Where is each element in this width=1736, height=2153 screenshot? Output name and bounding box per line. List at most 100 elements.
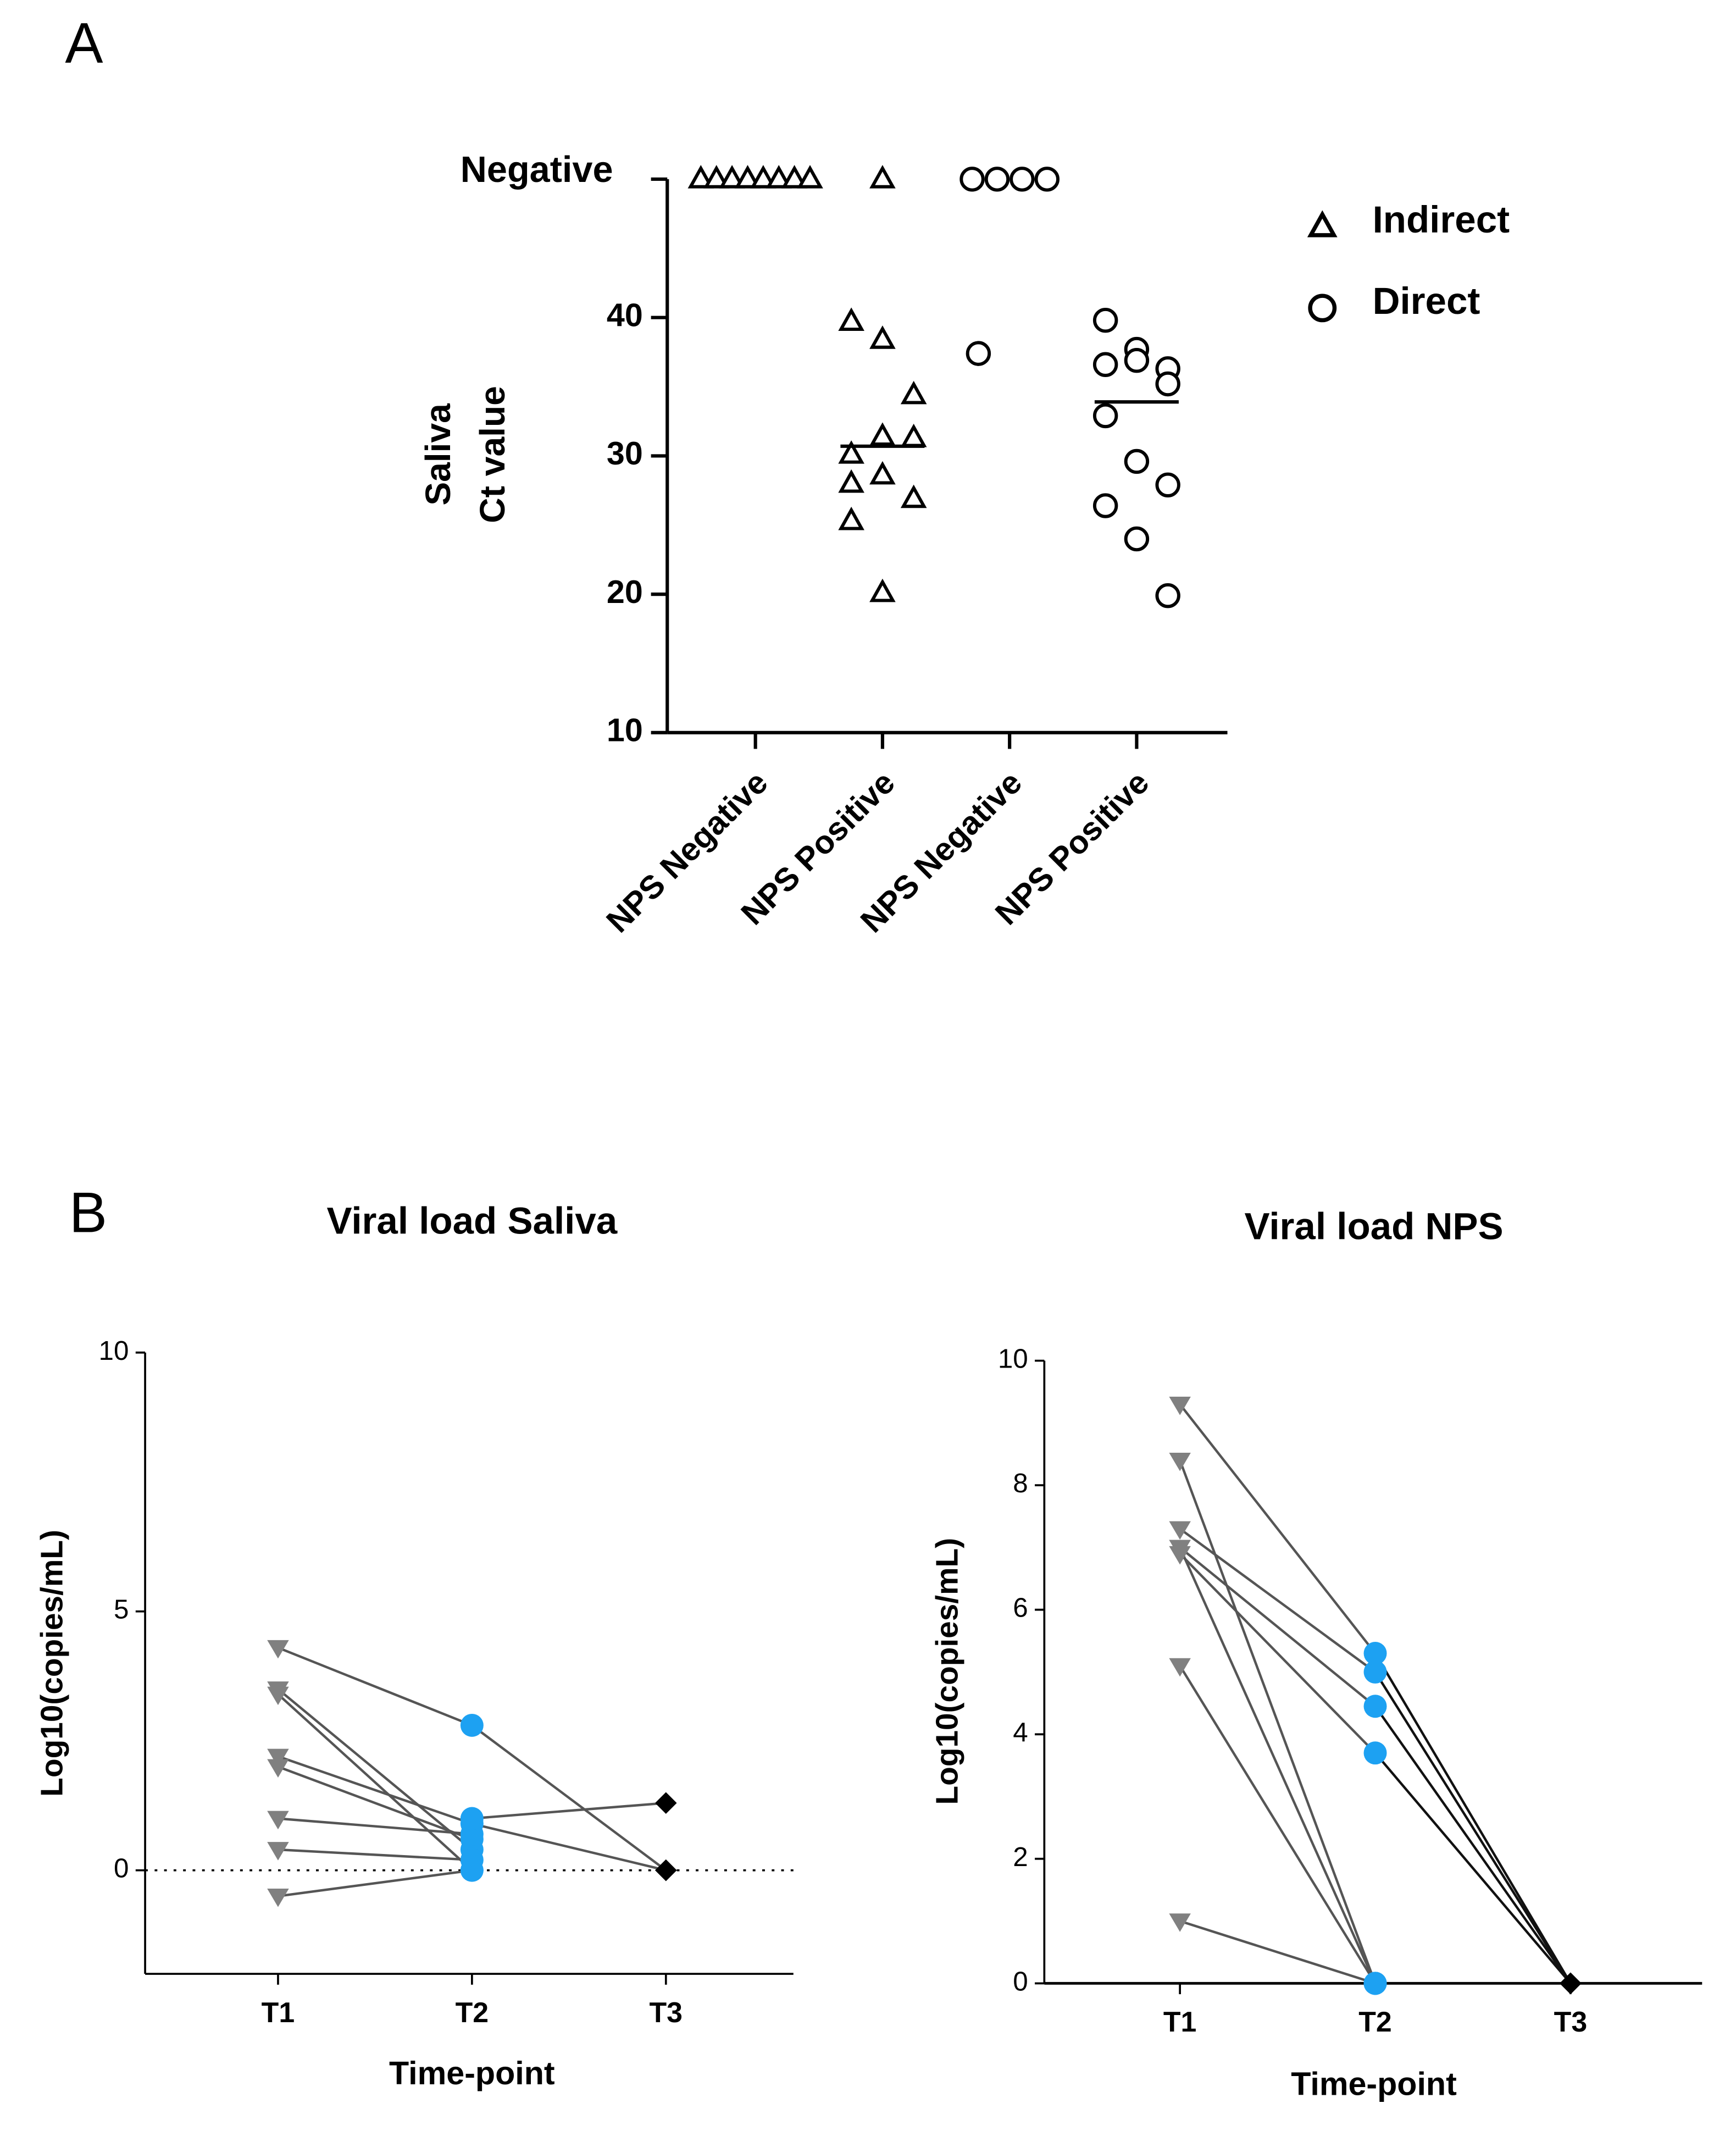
y-tick-label: 8 bbox=[1013, 1468, 1028, 1498]
data-point bbox=[1010, 167, 1035, 192]
data-point bbox=[1169, 1658, 1191, 1677]
series-line bbox=[472, 1802, 666, 1820]
series-line bbox=[1179, 1553, 1377, 1754]
data-point bbox=[1124, 449, 1150, 474]
series-line bbox=[1374, 1671, 1572, 1984]
data-point bbox=[1092, 308, 1118, 333]
series-line bbox=[471, 1724, 667, 1872]
series-line bbox=[1374, 1705, 1572, 1984]
data-point bbox=[267, 1640, 289, 1659]
data-point bbox=[1363, 1695, 1387, 1718]
series-line bbox=[1179, 1665, 1377, 1984]
y-tick-label: Negative bbox=[461, 150, 613, 190]
data-point bbox=[734, 165, 761, 189]
y-tick-label: 10 bbox=[99, 1336, 129, 1366]
data-point bbox=[1034, 167, 1060, 192]
y-tick-label: 10 bbox=[607, 712, 643, 749]
data-point bbox=[460, 1807, 484, 1830]
data-point bbox=[267, 1811, 289, 1830]
panel-label: B bbox=[69, 1180, 107, 1244]
data-point bbox=[1560, 1972, 1582, 1995]
y-tick-label: 0 bbox=[114, 1853, 129, 1884]
series-line bbox=[277, 1688, 473, 1851]
data-point bbox=[267, 1759, 289, 1778]
legend-marker bbox=[1307, 210, 1338, 237]
x-axis-label: Time-point bbox=[1291, 2066, 1457, 2102]
series-line bbox=[472, 1822, 667, 1872]
data-point bbox=[1155, 583, 1180, 608]
x-tick-label: T3 bbox=[1554, 2006, 1587, 2038]
series-line bbox=[1374, 1652, 1572, 1984]
data-point bbox=[267, 1842, 289, 1861]
series-line bbox=[1179, 1547, 1377, 1984]
series-line bbox=[277, 1693, 473, 1872]
data-point bbox=[838, 307, 864, 331]
data-point bbox=[1363, 1741, 1387, 1765]
data-point bbox=[687, 165, 714, 189]
series-line bbox=[278, 1848, 472, 1862]
data-point bbox=[1363, 1660, 1387, 1684]
legend-label: Direct bbox=[1373, 279, 1480, 322]
x-tick-label: T1 bbox=[262, 1996, 295, 2028]
data-point bbox=[267, 1748, 289, 1768]
data-point bbox=[1169, 1397, 1191, 1415]
x-tick-label: T2 bbox=[1358, 2006, 1391, 2038]
data-point bbox=[1155, 472, 1180, 497]
data-point bbox=[1092, 352, 1118, 377]
data-point bbox=[869, 578, 896, 602]
data-point bbox=[869, 461, 896, 485]
data-point bbox=[797, 165, 823, 189]
data-point bbox=[900, 380, 927, 405]
data-point bbox=[1169, 1913, 1191, 1932]
data-point bbox=[869, 325, 896, 349]
data-point bbox=[1092, 403, 1118, 429]
legend-label: Indirect bbox=[1373, 198, 1510, 241]
chart-title: Viral load NPS bbox=[1245, 1204, 1504, 1247]
y-axis-label: Saliva bbox=[418, 403, 458, 506]
data-point bbox=[838, 469, 864, 493]
y-axis-label: Log10(copies/mL) bbox=[35, 1530, 70, 1797]
y-tick-label: 40 bbox=[607, 296, 643, 333]
series-line bbox=[1179, 1460, 1377, 1984]
data-point bbox=[838, 506, 864, 530]
data-point bbox=[1124, 526, 1150, 552]
chart-title: Viral load Saliva bbox=[326, 1199, 617, 1242]
data-point bbox=[1363, 1641, 1387, 1665]
x-tick-label: T2 bbox=[456, 1996, 489, 2028]
data-point bbox=[1363, 1972, 1387, 1995]
data-point bbox=[267, 1686, 289, 1706]
legend-marker bbox=[1308, 294, 1337, 323]
x-axis-label: Time-point bbox=[389, 2055, 555, 2091]
data-point bbox=[1169, 1521, 1191, 1540]
y-tick-label: 2 bbox=[1013, 1842, 1028, 1872]
data-point bbox=[869, 422, 896, 446]
y-tick-label: 20 bbox=[607, 573, 643, 610]
y-tick-label: 6 bbox=[1013, 1593, 1028, 1623]
series-line bbox=[278, 1646, 473, 1726]
data-point bbox=[1169, 1546, 1191, 1565]
series-line bbox=[1374, 1752, 1572, 1984]
data-point bbox=[838, 440, 864, 464]
data-point bbox=[766, 165, 792, 189]
data-point bbox=[781, 165, 808, 189]
data-point bbox=[655, 1792, 677, 1814]
y-tick-label: 10 bbox=[998, 1344, 1028, 1374]
series-line bbox=[1179, 1919, 1376, 1985]
data-point bbox=[959, 167, 985, 192]
series-line bbox=[278, 1817, 473, 1835]
series-line bbox=[278, 1755, 473, 1825]
data-point bbox=[655, 1859, 677, 1881]
series-line bbox=[278, 1869, 473, 1897]
y-axis-label: Ct value bbox=[473, 386, 512, 523]
data-point bbox=[460, 1713, 484, 1737]
data-point bbox=[1169, 1452, 1191, 1471]
data-point bbox=[750, 165, 777, 189]
x-tick-label: T1 bbox=[1163, 2006, 1196, 2038]
x-tick-label: T3 bbox=[650, 1996, 683, 2028]
series-line bbox=[1179, 1527, 1376, 1673]
data-point bbox=[1092, 493, 1118, 518]
panel-label: A bbox=[65, 11, 103, 75]
